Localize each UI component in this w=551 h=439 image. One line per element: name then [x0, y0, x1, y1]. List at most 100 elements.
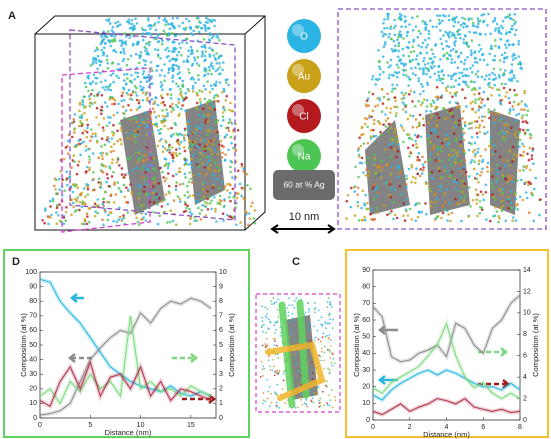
atom [198, 20, 201, 23]
atom [116, 140, 119, 143]
atom [130, 33, 133, 36]
atom [157, 21, 160, 24]
atom [450, 112, 453, 115]
atom [181, 85, 184, 88]
atom [215, 220, 218, 223]
atom [67, 152, 70, 155]
atom [485, 75, 488, 78]
atom [481, 168, 484, 171]
atom [57, 214, 60, 217]
atom [466, 68, 469, 71]
atom [179, 198, 182, 201]
atom [87, 77, 90, 80]
atom [422, 67, 425, 70]
atom [112, 171, 115, 174]
atom [212, 49, 215, 52]
atom [446, 57, 449, 60]
atom [390, 146, 393, 149]
atom [460, 60, 463, 63]
atom [515, 205, 518, 208]
atom [322, 391, 324, 393]
atom [451, 95, 454, 98]
atom [224, 136, 227, 139]
atom [418, 202, 421, 205]
atom [163, 19, 166, 22]
atom [134, 151, 137, 154]
atom [165, 108, 168, 111]
atom [382, 35, 385, 38]
atom [463, 149, 466, 152]
y2-axis-label: Composition (at %) [531, 313, 540, 377]
atom [84, 195, 87, 198]
y-tick-label: 60 [362, 317, 370, 324]
atom [490, 146, 493, 149]
atom [442, 107, 445, 110]
atom [221, 156, 224, 159]
atom [364, 123, 367, 126]
atom [170, 97, 173, 100]
atom [202, 108, 205, 111]
atom [274, 371, 276, 373]
atom [180, 95, 183, 98]
atom [380, 176, 383, 179]
atom [460, 220, 463, 223]
atom [439, 189, 442, 192]
atom [144, 46, 147, 49]
atom [277, 370, 279, 372]
atom [524, 103, 527, 106]
atom [204, 121, 207, 124]
atom [227, 84, 230, 87]
atom [273, 338, 275, 340]
atom [136, 161, 139, 164]
atom [482, 21, 485, 24]
atom [422, 163, 425, 166]
atom [58, 203, 61, 206]
atom [453, 149, 456, 152]
atom [373, 198, 376, 201]
atom [406, 34, 409, 37]
atom [121, 39, 124, 42]
atom [142, 216, 145, 219]
atom [397, 176, 400, 179]
atom [390, 59, 393, 62]
atom [89, 207, 92, 210]
atom [280, 335, 282, 337]
atom [459, 37, 462, 40]
atom [101, 155, 104, 158]
atom [511, 69, 514, 72]
atom [365, 168, 368, 171]
atom [327, 306, 329, 308]
atom [503, 57, 506, 60]
atom [50, 214, 53, 217]
atom [378, 65, 381, 68]
atom [97, 181, 100, 184]
atom [162, 151, 165, 154]
atom [412, 115, 415, 118]
atom [74, 113, 77, 116]
atom [122, 105, 125, 108]
atom [479, 212, 482, 215]
atom [140, 212, 143, 215]
atom [463, 166, 466, 169]
atom [464, 34, 467, 37]
atom [219, 81, 222, 84]
atom [215, 35, 218, 38]
atom [78, 110, 81, 113]
atom [135, 121, 138, 124]
atom [267, 391, 269, 393]
atom [439, 14, 442, 17]
atom [504, 139, 507, 142]
atom [399, 30, 402, 33]
atom [434, 107, 437, 110]
y-tick-label: 20 [362, 384, 370, 391]
atom [197, 74, 200, 77]
atom [188, 208, 191, 211]
atom [109, 22, 112, 25]
atom [328, 337, 330, 339]
atom [134, 117, 137, 120]
atom [146, 80, 149, 83]
atom [420, 46, 423, 49]
atom [393, 131, 396, 134]
atom [394, 214, 397, 217]
atom [223, 198, 226, 201]
